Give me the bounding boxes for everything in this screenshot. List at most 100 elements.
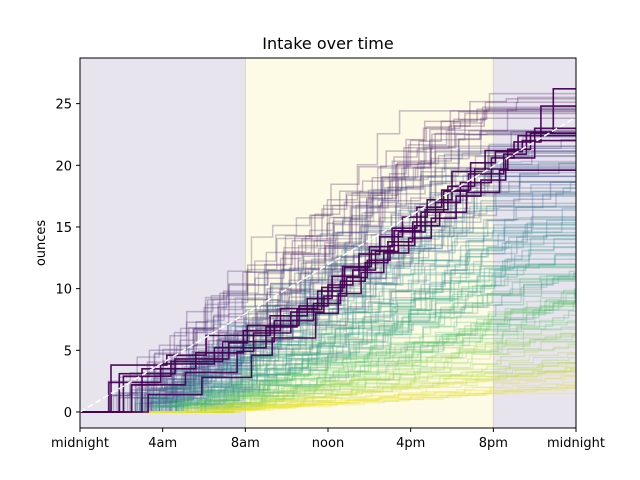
series-line xyxy=(80,375,576,413)
series-line xyxy=(80,302,576,413)
mean-trend-line xyxy=(79,116,577,413)
series-line xyxy=(80,291,576,413)
x-tick-label: 4am xyxy=(148,436,177,451)
series-line xyxy=(80,356,576,413)
series-line xyxy=(80,368,576,413)
series-line xyxy=(80,266,576,413)
series-line xyxy=(80,272,577,413)
series-line xyxy=(80,336,576,413)
series-line xyxy=(80,132,576,413)
highlight-line-2 xyxy=(80,88,576,413)
series-line xyxy=(80,272,576,413)
series-line xyxy=(80,274,576,413)
series-line xyxy=(80,346,576,413)
series-line xyxy=(80,328,576,413)
series-line xyxy=(80,181,576,413)
series-line xyxy=(80,361,576,413)
background-series-lines xyxy=(80,92,577,413)
series-line xyxy=(80,228,576,413)
band-2 xyxy=(493,58,576,428)
series-line xyxy=(80,253,576,413)
series-line xyxy=(80,280,576,413)
x-tick-label: 4pm xyxy=(396,436,425,451)
series-line xyxy=(80,110,576,413)
series-line xyxy=(80,175,576,413)
series-line xyxy=(80,96,576,413)
series-line xyxy=(80,246,576,413)
series-line xyxy=(80,334,576,413)
series-line xyxy=(80,181,576,413)
series-line xyxy=(80,117,576,413)
series-line xyxy=(80,234,576,413)
series-line xyxy=(80,167,576,413)
series-line xyxy=(80,217,576,413)
series-line xyxy=(80,361,576,413)
series-line xyxy=(80,381,576,413)
highlight-line-6 xyxy=(80,139,576,413)
series-line xyxy=(80,134,576,413)
series-line xyxy=(80,300,576,413)
series-line xyxy=(80,293,576,413)
series-line xyxy=(80,191,576,413)
series-line xyxy=(80,385,576,413)
series-line xyxy=(80,187,576,413)
series-line xyxy=(80,370,576,413)
x-tick-label: 8am xyxy=(231,436,260,451)
series-line xyxy=(80,366,576,413)
series-line xyxy=(80,152,576,413)
series-line xyxy=(80,301,576,413)
series-line xyxy=(80,266,576,413)
series-line xyxy=(80,145,576,413)
series-line xyxy=(80,231,576,413)
series-line xyxy=(80,273,576,413)
series-line xyxy=(80,166,576,413)
series-line xyxy=(80,341,576,413)
x-tick-label: midnight xyxy=(547,436,605,451)
y-tick-label: 0 xyxy=(64,406,72,421)
series-line xyxy=(80,192,576,413)
x-tick-label: 8pm xyxy=(479,436,508,451)
series-line xyxy=(80,277,576,413)
series-line xyxy=(80,387,576,413)
series-line xyxy=(80,301,576,413)
series-line xyxy=(80,303,576,413)
series-line xyxy=(80,209,576,413)
series-line xyxy=(80,382,577,413)
series-line xyxy=(80,234,576,413)
series-line xyxy=(80,238,576,413)
series-line xyxy=(80,310,576,413)
x-axis-ticks: midnight 4am 8am noon 4pm 8pm midnight xyxy=(51,428,605,451)
series-line xyxy=(80,332,576,413)
series-line xyxy=(80,363,576,413)
series-line xyxy=(80,334,576,413)
series-line xyxy=(80,155,576,413)
series-line xyxy=(80,387,576,413)
series-line xyxy=(80,375,576,413)
y-axis-label: ounces xyxy=(34,220,49,267)
series-line xyxy=(80,242,576,413)
y-tick-label: 5 xyxy=(64,344,72,359)
series-line xyxy=(80,263,576,413)
series-line xyxy=(80,333,576,413)
series-line xyxy=(80,265,576,413)
series-line xyxy=(80,321,576,413)
y-axis-ticks: 0 5 10 15 20 25 xyxy=(55,98,80,421)
series-line xyxy=(80,367,576,413)
y-tick-label: 10 xyxy=(55,283,72,298)
highlight-line-5 xyxy=(80,127,576,413)
series-line xyxy=(80,222,576,413)
series-line xyxy=(80,371,576,413)
series-line xyxy=(80,108,576,413)
mean-line xyxy=(79,116,577,413)
series-line xyxy=(80,276,576,413)
series-line xyxy=(80,300,576,413)
series-line xyxy=(80,362,576,413)
series-line xyxy=(80,326,576,413)
series-line xyxy=(80,288,576,413)
series-line xyxy=(80,218,576,413)
series-line xyxy=(80,303,576,413)
y-tick-label: 15 xyxy=(55,221,72,236)
band-0 xyxy=(80,58,246,428)
series-line xyxy=(80,276,576,413)
